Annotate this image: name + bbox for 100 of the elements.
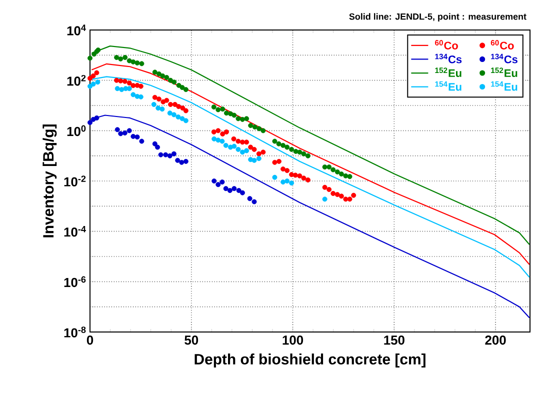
point <box>122 130 128 136</box>
point <box>256 156 262 162</box>
point <box>158 152 164 158</box>
point <box>301 176 306 181</box>
point <box>292 172 298 178</box>
point <box>126 58 132 64</box>
point <box>88 84 92 89</box>
point <box>114 127 120 132</box>
point <box>252 146 257 152</box>
y-tick-label: 10$^{0}$ <box>67 125 86 136</box>
point <box>231 136 236 142</box>
point <box>334 192 340 198</box>
point <box>151 102 156 107</box>
point <box>114 86 120 92</box>
point <box>244 116 250 122</box>
point <box>326 186 332 192</box>
point <box>330 167 336 172</box>
point <box>272 174 278 180</box>
point <box>130 83 136 88</box>
point <box>240 190 245 196</box>
point <box>171 151 176 156</box>
point <box>172 80 177 85</box>
point <box>130 59 136 64</box>
point <box>289 180 294 186</box>
point <box>94 115 100 120</box>
point <box>180 84 185 90</box>
point <box>252 124 258 130</box>
point <box>176 114 181 120</box>
point <box>220 180 225 185</box>
point <box>160 106 165 112</box>
point <box>130 92 136 98</box>
point <box>240 116 245 122</box>
y-tick-label: 10$^{2}$ <box>67 74 86 86</box>
point <box>180 116 185 122</box>
point <box>220 138 225 144</box>
point <box>227 188 232 193</box>
point <box>164 98 170 103</box>
chart-title: Solid line: JENDL-5, point : measurement <box>349 13 526 22</box>
point <box>256 151 262 156</box>
point <box>256 126 262 132</box>
point <box>322 164 328 170</box>
point <box>152 94 158 100</box>
y-tick-label: 10$^{-4}$ <box>64 226 86 237</box>
x-tick-label: 150 <box>384 336 404 345</box>
legend-label: $^{134}$Cs <box>435 54 462 64</box>
point <box>305 177 310 182</box>
legend-label: $^{60}$Co <box>490 40 514 50</box>
x-tick-label: 50 <box>184 336 198 345</box>
point <box>280 142 286 148</box>
point <box>134 134 140 140</box>
x-tick-label: 0 <box>86 336 94 345</box>
point <box>272 138 278 144</box>
point <box>122 54 128 60</box>
point <box>220 106 226 112</box>
point <box>172 102 178 107</box>
point <box>347 174 352 180</box>
point <box>232 186 237 192</box>
y-tick-label: 10$^{-6}$ <box>64 276 86 288</box>
point <box>138 94 144 100</box>
point <box>284 144 290 150</box>
point <box>176 82 182 88</box>
point <box>164 74 170 80</box>
point <box>240 140 245 145</box>
point <box>338 171 344 176</box>
point <box>223 186 228 192</box>
point <box>211 104 216 110</box>
point <box>236 116 241 122</box>
point <box>338 194 344 199</box>
point <box>160 73 166 78</box>
point <box>163 152 168 158</box>
point <box>293 148 298 154</box>
point <box>118 56 124 62</box>
x-tick-label: 100 <box>282 336 304 345</box>
point <box>330 190 336 196</box>
point <box>114 54 120 60</box>
point <box>183 158 188 164</box>
point <box>301 151 306 156</box>
point <box>223 142 228 148</box>
point <box>297 173 302 178</box>
y-tick-label: 10$^{-2}$ <box>64 176 86 186</box>
point <box>175 158 180 163</box>
legend-label: $^{152}$Eu <box>491 68 518 78</box>
point <box>90 73 96 78</box>
point <box>171 112 176 118</box>
point <box>322 196 328 202</box>
point <box>216 138 221 143</box>
point <box>138 84 144 89</box>
point <box>260 150 266 155</box>
legend-label: $^{60}$Co <box>435 40 458 50</box>
point <box>167 153 172 158</box>
point <box>212 178 217 184</box>
point <box>334 169 340 174</box>
point <box>322 184 328 190</box>
point <box>252 158 257 163</box>
point <box>272 160 278 165</box>
point <box>156 96 162 102</box>
point <box>139 61 144 66</box>
point <box>216 107 221 112</box>
point <box>118 131 124 136</box>
point <box>247 196 252 202</box>
